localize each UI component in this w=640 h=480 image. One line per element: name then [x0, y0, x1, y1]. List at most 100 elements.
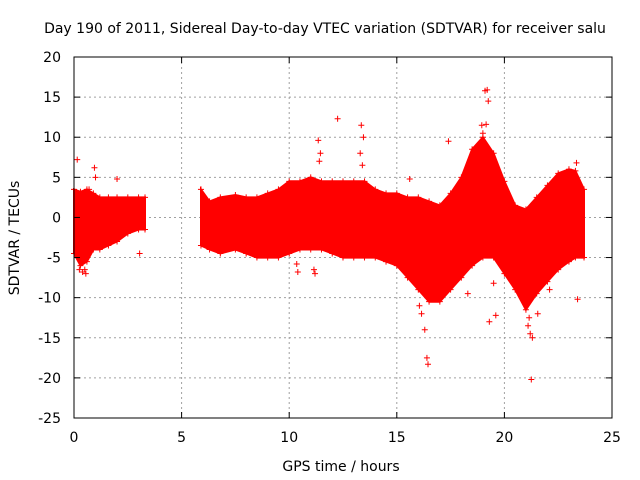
- data-point: [546, 286, 553, 293]
- data-point: [77, 262, 84, 269]
- data-point: [77, 188, 84, 195]
- data-point: [232, 191, 239, 198]
- data-point: [206, 198, 213, 205]
- data-point: [264, 254, 271, 261]
- data-point: [512, 286, 519, 293]
- y-tick-label: 0: [52, 210, 61, 226]
- y-tick-label: -10: [38, 291, 61, 307]
- data-point: [135, 226, 142, 233]
- data-point: [136, 250, 143, 257]
- data-point: [555, 266, 562, 273]
- data-point: [86, 186, 93, 193]
- plot-frame: [73, 56, 613, 419]
- data-point: [525, 322, 532, 329]
- y-tick-label: 20: [43, 50, 61, 66]
- data-point: [526, 314, 533, 321]
- data-point: [329, 178, 336, 185]
- data-point: [527, 330, 534, 337]
- data-point: [243, 194, 250, 201]
- data-point: [512, 202, 519, 209]
- data-point: [393, 190, 400, 197]
- data-point: [197, 242, 204, 249]
- data-point: [421, 326, 428, 333]
- x-axis-label: GPS time / hours: [282, 459, 399, 475]
- data-point: [479, 130, 486, 137]
- data-point: [393, 262, 400, 269]
- data-point: [359, 162, 366, 169]
- data-point: [361, 254, 368, 261]
- data-point: [529, 334, 536, 341]
- data-point: [243, 250, 250, 257]
- data-point: [114, 175, 121, 182]
- data-point: [124, 194, 131, 201]
- x-tick-label: 10: [280, 430, 298, 446]
- axis-ticks: 0 5 10 15 20 25 -25 -20 -15 -10 -5 0 5 10 15 20: [38, 50, 621, 446]
- data-point: [469, 262, 476, 269]
- data-point: [217, 250, 224, 257]
- data-point: [90, 246, 97, 253]
- data-point: [318, 178, 325, 185]
- data-point: [350, 254, 357, 261]
- data-point: [478, 122, 485, 129]
- data-point: [310, 266, 317, 273]
- data-point: [135, 194, 142, 201]
- data-point: [416, 302, 423, 309]
- y-tick-label: 5: [52, 170, 61, 186]
- data-point: [76, 266, 83, 273]
- data-point: [485, 98, 492, 105]
- data-point: [490, 150, 497, 157]
- data-point: [334, 115, 341, 122]
- data-point: [404, 194, 411, 201]
- data-point: [528, 376, 535, 383]
- y-tick-label: -20: [38, 371, 61, 387]
- data-point: [383, 258, 390, 265]
- data-point: [296, 246, 303, 253]
- data-point: [479, 254, 486, 261]
- chart-title: Day 190 of 2011, Sidereal Day-to-day VTE…: [44, 21, 606, 37]
- data-point: [83, 258, 90, 265]
- data-point: [534, 310, 541, 317]
- data-point: [426, 298, 433, 305]
- y-tick-label: -25: [38, 411, 61, 427]
- data-point: [206, 246, 213, 253]
- data-point: [574, 296, 581, 303]
- data-point: [572, 167, 579, 174]
- data-point: [275, 254, 282, 261]
- data-point: [91, 164, 98, 171]
- data-point: [82, 270, 89, 277]
- x-tick-label: 5: [177, 430, 186, 446]
- data-point: [315, 137, 322, 144]
- data-point: [372, 254, 379, 261]
- data-point: [445, 138, 452, 145]
- data-point: [124, 230, 131, 237]
- data-point: [275, 186, 282, 193]
- data-point: [105, 194, 112, 201]
- data-series: [71, 86, 588, 383]
- data-point: [317, 150, 324, 157]
- data-point: [96, 246, 103, 253]
- x-tick-label: 20: [495, 430, 513, 446]
- y-tick-label: -15: [38, 331, 61, 347]
- data-point: [294, 268, 301, 275]
- data-point: [383, 190, 390, 197]
- data-point: [581, 254, 588, 261]
- data-point: [286, 178, 293, 185]
- data-point: [357, 150, 364, 157]
- y-axis-label: SDTVAR / TECUs: [7, 181, 23, 296]
- data-point: [312, 270, 319, 277]
- data-point: [533, 290, 540, 297]
- data-point: [253, 194, 260, 201]
- x-tick-label: 15: [388, 430, 406, 446]
- data-point: [105, 242, 112, 249]
- data-point: [415, 286, 422, 293]
- data-point: [360, 134, 367, 141]
- data-point: [486, 318, 493, 325]
- data-point: [565, 258, 572, 265]
- y-tick-label: 15: [43, 90, 61, 106]
- data-point: [81, 266, 88, 273]
- data-point: [114, 194, 121, 201]
- data-point: [340, 254, 346, 261]
- data-point: [423, 354, 430, 361]
- data-point: [264, 190, 271, 197]
